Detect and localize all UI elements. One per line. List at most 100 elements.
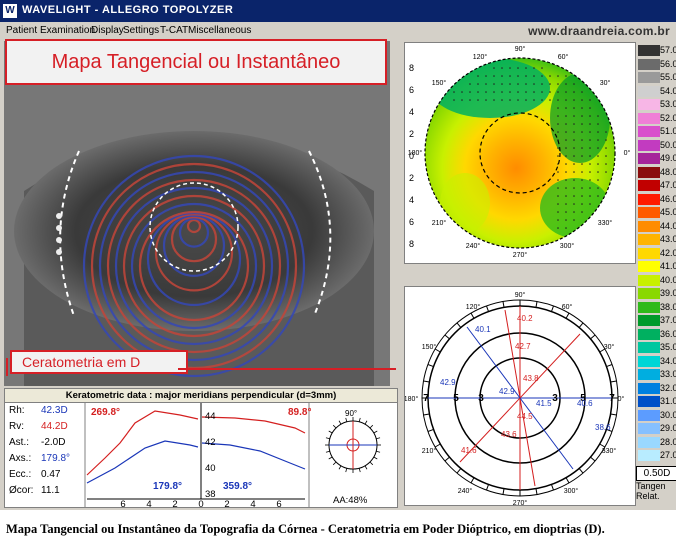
scale-swatch [638, 99, 660, 110]
keratometry-angle-labels: 90° 120° 60° 150° 30° 180° 0° 210° 330° 240° 300° 2… [404, 291, 625, 507]
scale-swatch [638, 234, 660, 245]
keratometry-meridian-diagram[interactable]: 90° 120° 60° 150° 30° 180° 0° 210° 330° 240° 300° 2… [404, 286, 636, 507]
scale-value: 54.0 [660, 85, 676, 96]
keratometry-row: Axs.: 179.8° [9, 453, 79, 464]
scale-swatch [638, 355, 660, 367]
scale-swatch [638, 342, 660, 353]
scale-swatch [638, 382, 660, 394]
right-graph-top-angle: 89.8° [288, 407, 312, 418]
scale-value: 57.0 [660, 45, 676, 55]
topo-axis-y-label: 8 [409, 63, 414, 73]
kera-angle-label: 300° [564, 487, 579, 495]
menu-miscellaneous[interactable]: Miscellaneous [188, 25, 252, 36]
scale-swatch [638, 247, 660, 259]
kera-value-label: 40.1 [475, 325, 491, 334]
app-icon: W [3, 4, 17, 18]
topography-pupil [479, 112, 561, 194]
scale-row: 57.0 [636, 44, 676, 57]
scale-swatch [638, 274, 660, 286]
keratometry-value: -2.0D [39, 437, 79, 448]
topography-angle-labels: 90° 120° 60° 150° 30° 180° 0° 210° 330° 240° 300° 2… [408, 45, 631, 259]
topography-svg: 90° 120° 60° 150° 30° 180° 0° 210° 330° 240° 300° 2… [405, 43, 635, 277]
keratometry-callout: Ceratometria em D [10, 350, 188, 374]
topo-angle-label: 180° [408, 149, 423, 157]
topo-axis-y-label: 4 [409, 107, 414, 117]
scale-swatch [638, 450, 660, 461]
topo-angle-label: 210° [432, 219, 447, 227]
scale-swatch [638, 328, 660, 340]
scale-row: 45.0 [636, 206, 676, 219]
kera-angle-label: 210° [422, 447, 437, 455]
topo-angle-label: 120° [473, 53, 488, 61]
right-graph-bottom-angle: 359.8° [223, 481, 253, 492]
topography-outline [424, 57, 616, 249]
scale-row: 32.0 [636, 382, 676, 395]
menu-examination[interactable]: Examination [40, 25, 96, 36]
keratometry-label: Rh: [9, 405, 25, 416]
scale-value: 28.0 [660, 436, 676, 447]
eye-placido-image [4, 41, 390, 386]
scale-value: 46.0 [660, 193, 676, 204]
scale-swatch [638, 193, 660, 205]
keratometry-row: Ast.: -2.0D [9, 437, 79, 448]
scale-row: 42.0 [636, 247, 676, 260]
eye-image-panel [4, 41, 390, 386]
keratometry-ring-labels: 7 5 3 3 5 7 [423, 393, 615, 404]
graph-y-label: 44 [205, 411, 216, 422]
scale-row: 29.0 [636, 422, 676, 435]
menu-tcat[interactable]: T-CAT [160, 25, 189, 36]
scale-swatch [638, 288, 660, 299]
scale-value: 38.0 [660, 301, 676, 312]
scale-value: 43.0 [660, 234, 676, 244]
topo-axis-y-label: 2 [409, 129, 414, 139]
scale-value: 45.0 [660, 207, 676, 217]
scale-row: 37.0 [636, 314, 676, 327]
kera-value-label: 40.6 [577, 399, 593, 408]
kera-angle-label: 120° [466, 303, 481, 311]
scale-value: 37.0 [660, 315, 676, 325]
topography-dot-grid [453, 67, 607, 229]
arrow-right-line [178, 368, 396, 370]
pupil-outline [149, 182, 239, 272]
scale-value: 41.0 [660, 261, 676, 271]
dioptric-color-scale: 57.0 56.0 55.0 54.0 53.0 52.0 51.0 50.0 49.0 48.0… [636, 42, 676, 510]
menu-patient[interactable]: Patient [6, 25, 38, 36]
kera-ring-label: 7 [609, 393, 615, 404]
kera-value-label: 44.5 [517, 412, 533, 421]
scale-step[interactable]: 0.50D [636, 466, 676, 481]
scale-value: 36.0 [660, 328, 676, 339]
scale-value: 48.0 [660, 166, 676, 177]
scale-value: 49.0 [660, 153, 676, 163]
kera-angle-label: 30° [604, 343, 615, 351]
scale-value: 44.0 [660, 220, 676, 231]
kera-value-label: 42.7 [515, 342, 531, 351]
topo-angle-label: 60° [558, 53, 569, 61]
scale-row: 33.0 [636, 368, 676, 381]
left-graph-bottom-angle: 179.8° [153, 481, 183, 492]
scale-row: 31.0 [636, 395, 676, 408]
tangential-topography-map[interactable]: 90° 120° 60° 150° 30° 180° 0° 210° 330° 240° 300° 2… [404, 42, 636, 277]
aa-value: AA:48% [333, 495, 368, 506]
scale-swatch [638, 153, 660, 164]
application-window: W WAVELIGHT - ALLEGRO TOPOLYZER Patient … [0, 0, 676, 510]
menu-settings[interactable]: Settings [123, 25, 160, 36]
scale-value: 35.0 [660, 342, 676, 352]
topo-angle-label: 90° [515, 45, 526, 53]
menu-display[interactable]: Display [91, 25, 124, 36]
scale-row: 43.0 [636, 233, 676, 246]
topo-axis-y-label: 8 [409, 239, 414, 249]
keratometry-row: Rh: 42.3D [9, 405, 79, 416]
map-mode[interactable]: Tangen Relat. [636, 481, 676, 501]
map-mode-relative: Relat. [636, 491, 660, 501]
menu-bar: Patient Examination Display Settings T-C… [0, 22, 676, 39]
scale-swatch [638, 423, 660, 434]
kera-angle-label: 240° [458, 487, 473, 495]
scale-swatch [638, 166, 660, 178]
scale-row: 34.0 [636, 355, 676, 368]
topography-axis-y: 8 6 4 2 0 2 4 6 8 [409, 63, 414, 249]
keratometric-header: Keratometric data : major meridians perp… [5, 389, 397, 403]
kera-value-label: 42.9 [499, 387, 515, 396]
scale-row: 55.0 [636, 71, 676, 84]
scale-swatch [638, 112, 660, 124]
scale-row: 53.0 [636, 98, 676, 111]
